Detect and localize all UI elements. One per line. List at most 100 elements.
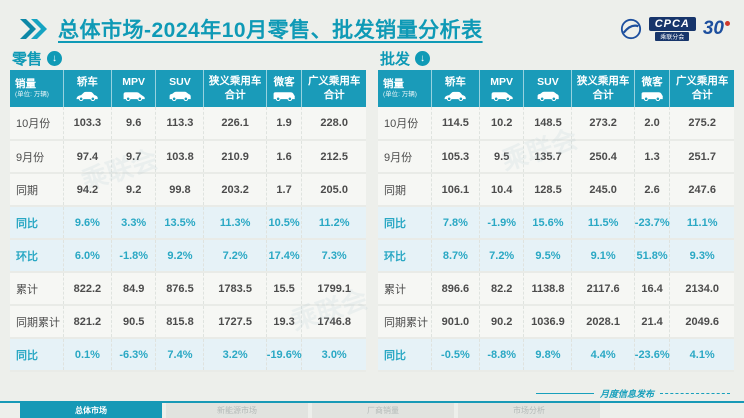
cell-value: 17.4% xyxy=(266,239,303,273)
column-label-line2: 合计 xyxy=(592,88,614,101)
cell-value: 11.2% xyxy=(301,206,366,240)
down-arrow-icon: ↓ xyxy=(47,50,63,66)
cell-value: 1.9 xyxy=(266,107,303,141)
cell-value: 273.2 xyxy=(571,107,635,141)
cell-value: 13.5% xyxy=(155,206,205,240)
title-bar: 总体市场-2024年10月零售、批发销量分析表 CPCA 乘联分会 30 xyxy=(0,0,744,46)
footer-note: 月度信息发布 xyxy=(535,387,730,400)
cell-value: 2049.6 xyxy=(669,305,734,339)
cell-value: 2134.0 xyxy=(669,272,734,306)
cell-value: -1.8% xyxy=(111,239,157,273)
column-header: 狭义乘用车 合计 xyxy=(571,70,635,107)
cell-value: 9.1% xyxy=(571,239,635,273)
column-label-line2: 合计 xyxy=(224,88,246,101)
table-row: 环比 6.0% -1.8% 9.2% 7.2% 17.4% 7.3% xyxy=(10,239,366,273)
sedan-icon xyxy=(65,90,110,102)
cell-value: 106.1 xyxy=(431,173,480,207)
cell-value: 203.2 xyxy=(203,173,267,207)
cell-value: 228.0 xyxy=(301,107,366,141)
cell-value: 1.7 xyxy=(266,173,303,207)
cell-value: 105.3 xyxy=(431,140,480,174)
cell-value: 1.3 xyxy=(634,140,671,174)
row-label: 同比 xyxy=(378,338,432,372)
sales-unit-label: (单位: 万辆) xyxy=(15,90,49,98)
cell-value: 9.5% xyxy=(523,239,573,273)
minibus-icon xyxy=(268,90,301,102)
tab-overall-market[interactable]: 总体市场 xyxy=(20,403,162,418)
cell-value: 16.4 xyxy=(634,272,671,306)
cell-value: 11.5% xyxy=(571,206,635,240)
sales-unit-header: 销量 (单位: 万辆) xyxy=(10,70,64,107)
cell-value: 821.2 xyxy=(63,305,112,339)
column-label: 微客 xyxy=(273,75,295,88)
cell-value: 97.4 xyxy=(63,140,112,174)
table-row: 同期 94.2 9.2 99.8 203.2 1.7 205.0 xyxy=(10,173,366,207)
column-label: SUV xyxy=(537,75,559,88)
footer-divider xyxy=(0,401,744,403)
cell-value: 148.5 xyxy=(523,107,573,141)
cell-value: 1727.5 xyxy=(203,305,267,339)
cell-value: 226.1 xyxy=(203,107,267,141)
row-label: 环比 xyxy=(378,239,432,273)
row-label: 9月份 xyxy=(378,140,432,174)
column-header: SUV xyxy=(523,70,573,107)
row-label: 累计 xyxy=(378,272,432,306)
cell-value: 1783.5 xyxy=(203,272,267,306)
cell-value: 1799.1 xyxy=(301,272,366,306)
cell-value: 7.8% xyxy=(431,206,480,240)
logo-group: CPCA 乘联分会 30 xyxy=(620,16,731,41)
cell-value: 2028.1 xyxy=(571,305,635,339)
table-row: 同期累计 821.2 90.5 815.8 1727.5 19.3 1746.8 xyxy=(10,305,366,339)
cell-value: 8.7% xyxy=(431,239,480,273)
sedan-icon xyxy=(433,90,478,102)
wholesale-section-header: 批发 ↓ xyxy=(378,46,734,70)
cell-value: 901.0 xyxy=(431,305,480,339)
cell-value: 99.8 xyxy=(155,173,205,207)
column-header: MPV xyxy=(111,70,157,107)
cell-value: 2117.6 xyxy=(571,272,635,306)
tab-item-3[interactable]: 市场分析 xyxy=(458,403,600,418)
cell-value: 2.0 xyxy=(634,107,671,141)
cell-value: 9.2% xyxy=(155,239,205,273)
sales-header-label: 销量 xyxy=(383,77,404,90)
table-row: 同期累计 901.0 90.2 1036.9 2028.1 21.4 2049.6 xyxy=(378,305,734,339)
cell-value: 82.2 xyxy=(479,272,525,306)
cell-value: 9.2 xyxy=(111,173,157,207)
table-row: 累计 896.6 82.2 1138.8 2117.6 16.4 2134.0 xyxy=(378,272,734,306)
column-label: MPV xyxy=(122,75,146,88)
cell-value: 0.1% xyxy=(63,338,112,372)
column-label: SUV xyxy=(169,75,191,88)
column-label: 轿车 xyxy=(444,75,466,88)
cell-value: 113.3 xyxy=(155,107,205,141)
minibus-icon xyxy=(636,90,669,102)
cpca-logo-text: CPCA xyxy=(648,16,696,31)
retail-panel: 零售 ↓ 销量 (单位: 万辆) 轿车 MPV SUV 狭义乘用车 合计 微客 广义乘用车 合计 1… xyxy=(10,46,366,372)
column-label: 广义乘用车 xyxy=(675,75,729,88)
footer-note-line xyxy=(535,393,594,394)
header-row: 销量 (单位: 万辆) 轿车 MPV SUV 狭义乘用车 合计 微客 广义乘用车 合计 xyxy=(378,70,734,107)
cell-value: 128.5 xyxy=(523,173,573,207)
cell-value: 1746.8 xyxy=(301,305,366,339)
bottom-tab-bar: 总体市场 新能源市场 厂商销量 市场分析 xyxy=(20,403,600,418)
cell-value: 3.2% xyxy=(203,338,267,372)
cell-value: 84.9 xyxy=(111,272,157,306)
cell-value: 247.6 xyxy=(669,173,734,207)
row-label: 10月份 xyxy=(378,107,432,141)
cell-value: 3.3% xyxy=(111,206,157,240)
tab-item-1[interactable]: 新能源市场 xyxy=(166,403,308,418)
cell-value: 896.6 xyxy=(431,272,480,306)
anniversary-30-logo: 30 xyxy=(703,18,731,40)
wholesale-table: 销量 (单位: 万辆) 轿车 MPV SUV 狭义乘用车 合计 微客 广义乘用车 合计 10月份 11… xyxy=(378,70,734,372)
retail-table: 销量 (单位: 万辆) 轿车 MPV SUV 狭义乘用车 合计 微客 广义乘用车 合计 10月份 10… xyxy=(10,70,366,372)
tab-item-2[interactable]: 厂商销量 xyxy=(312,403,454,418)
cell-value: 6.0% xyxy=(63,239,112,273)
cpca-emblem-icon xyxy=(620,18,642,40)
row-label: 同期 xyxy=(378,173,432,207)
cell-value: 90.2 xyxy=(479,305,525,339)
column-label: 狭义乘用车 xyxy=(576,75,630,88)
row-label: 累计 xyxy=(10,272,64,306)
cell-value: 11.3% xyxy=(203,206,267,240)
cell-value: 51.8% xyxy=(634,239,671,273)
column-label: 狭义乘用车 xyxy=(208,75,262,88)
column-label-line2: 合计 xyxy=(323,88,345,101)
